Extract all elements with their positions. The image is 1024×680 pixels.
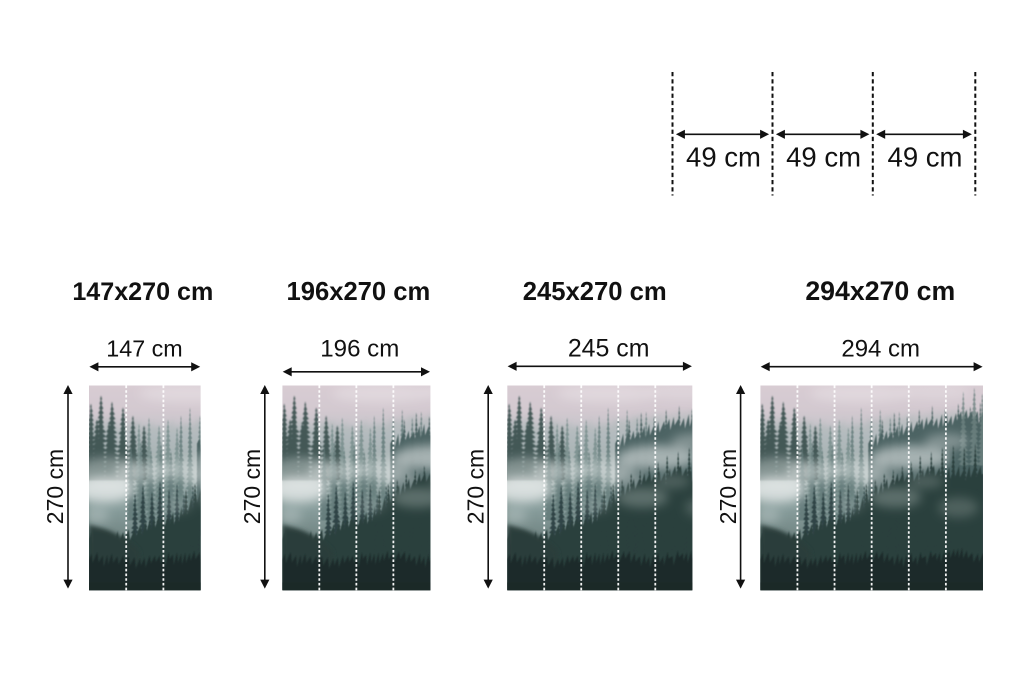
svg-text:270 cm: 270 cm [462,449,488,524]
svg-text:245 cm: 245 cm [568,335,650,363]
svg-text:49 cm: 49 cm [786,141,861,172]
svg-text:270 cm: 270 cm [42,449,68,524]
svg-text:147x270 cm: 147x270 cm [72,278,213,306]
svg-text:49 cm: 49 cm [686,141,761,172]
svg-text:294 cm: 294 cm [841,336,920,363]
svg-text:245x270 cm: 245x270 cm [523,278,667,306]
svg-text:270 cm: 270 cm [239,449,265,524]
svg-text:196 cm: 196 cm [320,336,399,363]
svg-text:196x270 cm: 196x270 cm [287,278,431,306]
svg-text:270 cm: 270 cm [715,449,741,524]
svg-text:49 cm: 49 cm [888,141,963,172]
svg-text:294x270 cm: 294x270 cm [805,276,955,306]
svg-text:147 cm: 147 cm [106,336,182,362]
